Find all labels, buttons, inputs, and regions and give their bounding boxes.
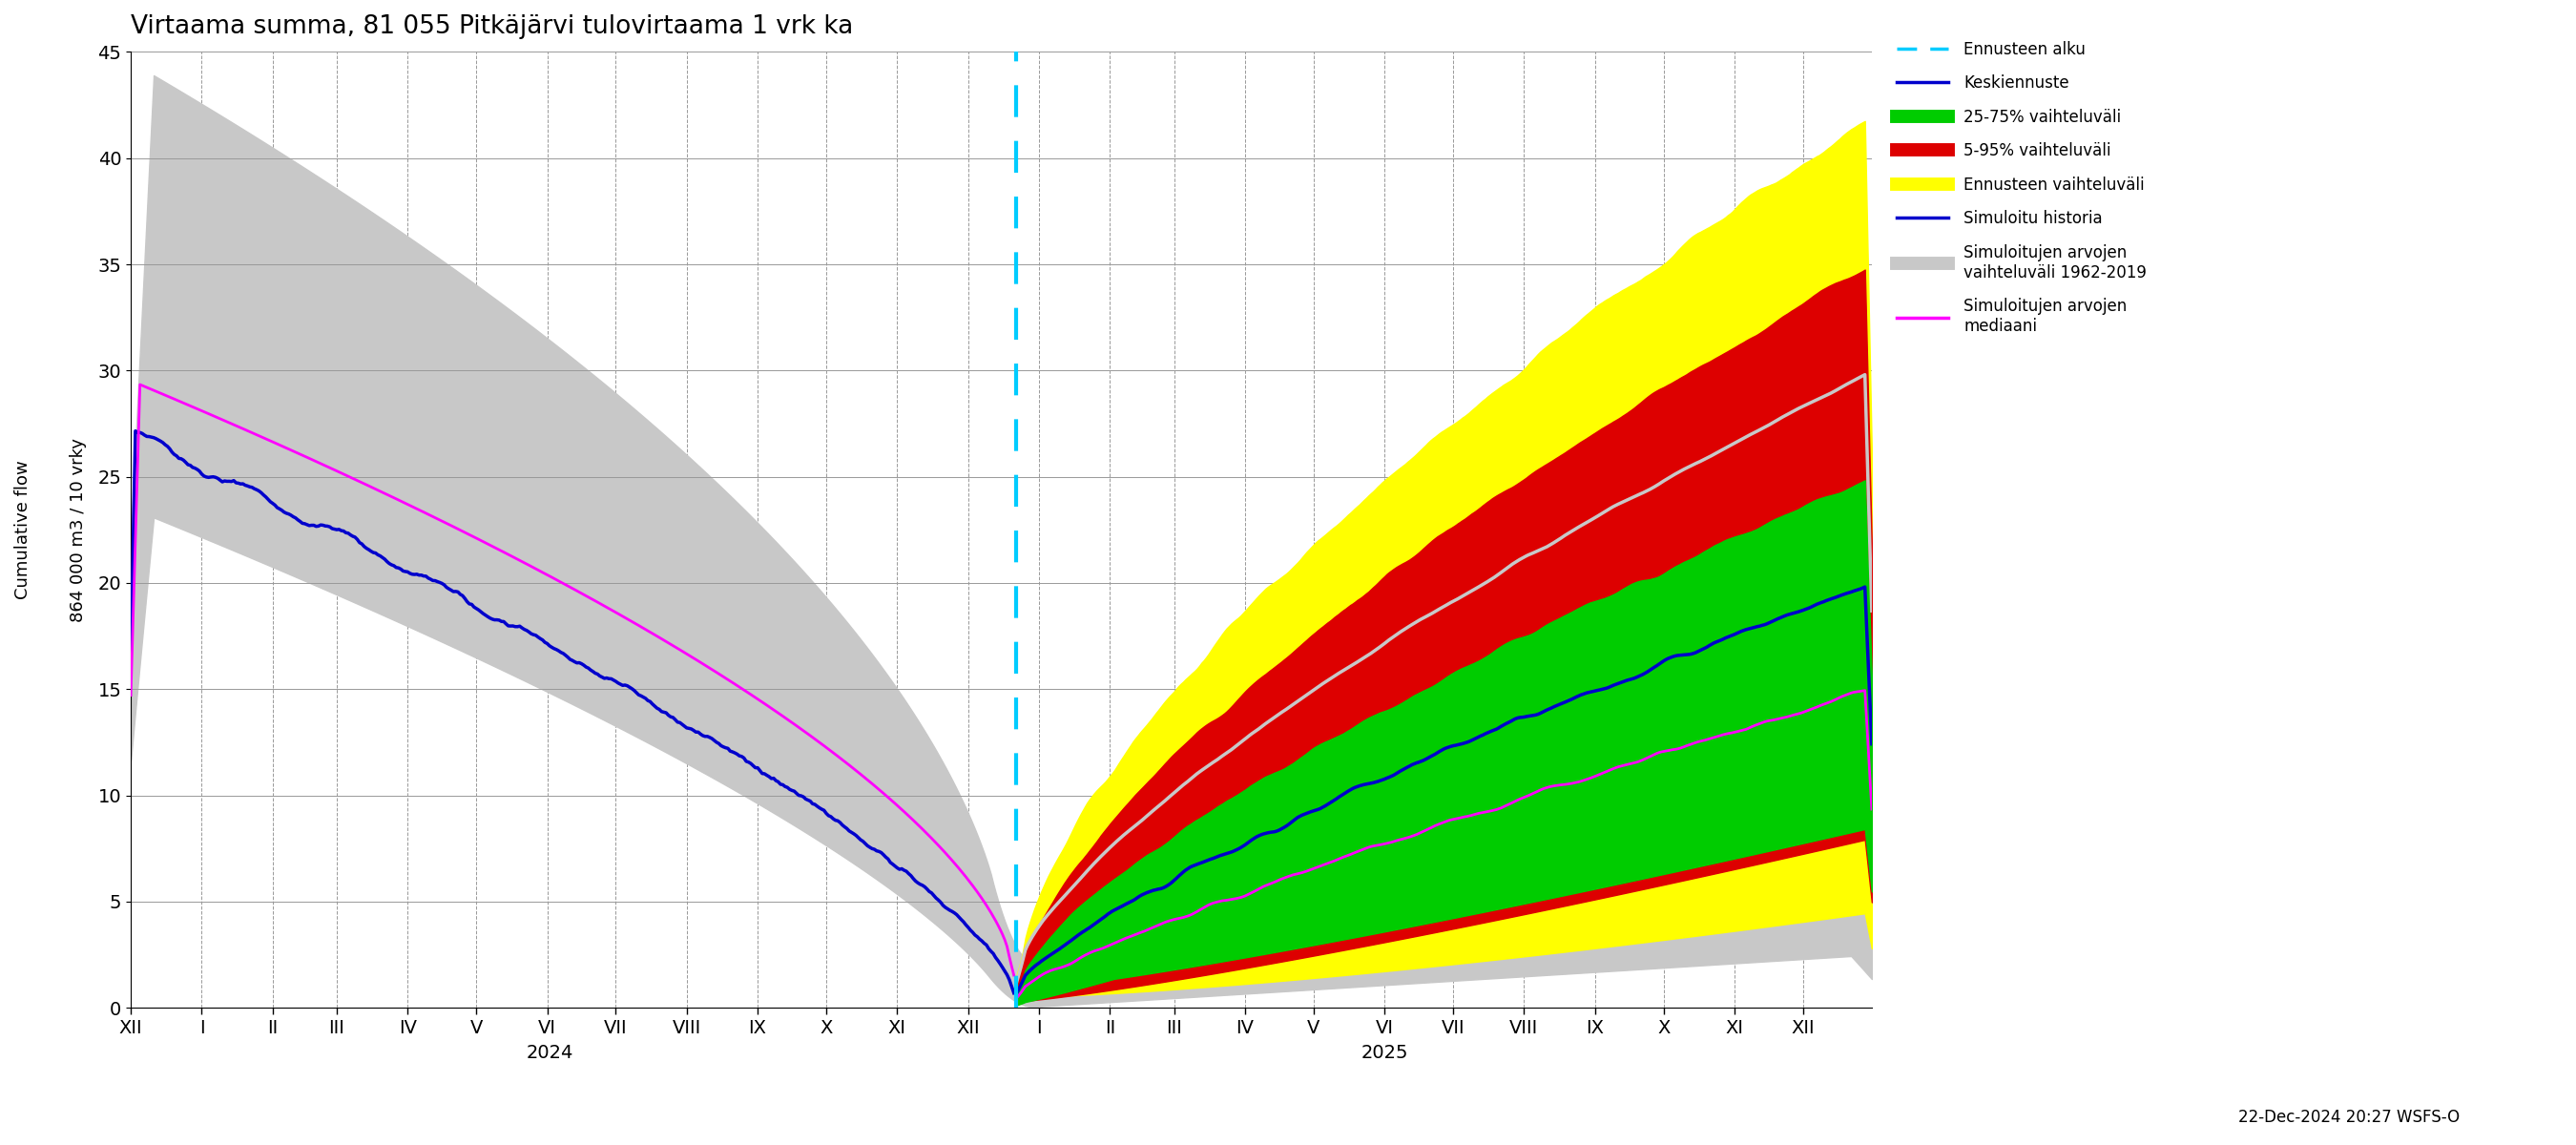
Legend: Ennusteen alku, Keskiennuste, 25-75% vaihteluväli, 5-95% vaihteluväli, Ennusteen: Ennusteen alku, Keskiennuste, 25-75% vai…	[1896, 41, 2146, 334]
Text: Virtaama summa, 81 055 Pitkäjärvi tulovirtaama 1 vrk ka: Virtaama summa, 81 055 Pitkäjärvi tulovi…	[131, 14, 853, 39]
Text: 2025: 2025	[1360, 1044, 1409, 1063]
Text: 2024: 2024	[526, 1044, 572, 1063]
Y-axis label: Cumulative flow

864 000 m3 / 10 vrky: Cumulative flow 864 000 m3 / 10 vrky	[15, 437, 88, 622]
Text: 22-Dec-2024 20:27 WSFS-O: 22-Dec-2024 20:27 WSFS-O	[2239, 1108, 2460, 1126]
